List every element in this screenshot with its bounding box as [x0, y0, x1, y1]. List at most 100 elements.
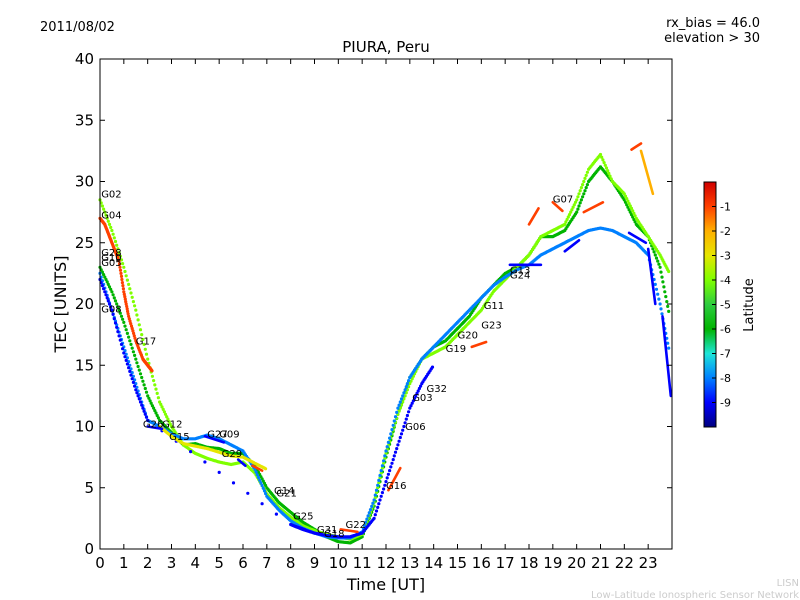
data-point — [106, 219, 110, 223]
data-point — [663, 290, 667, 294]
data-point — [131, 380, 135, 384]
data-point — [419, 384, 423, 388]
data-point — [134, 357, 138, 361]
x-tick-label: 10 — [329, 554, 348, 572]
data-point — [155, 391, 159, 395]
data-point — [666, 341, 670, 345]
satellite-label-g08: G08 — [101, 305, 121, 316]
data-point — [401, 428, 405, 432]
data-point — [121, 262, 125, 266]
data-point — [410, 377, 414, 381]
data-point — [603, 163, 607, 167]
data-point — [136, 394, 140, 398]
data-point — [167, 420, 171, 424]
y-tick-label: 20 — [75, 295, 94, 313]
data-point — [131, 329, 135, 333]
data-point — [144, 415, 149, 419]
data-point — [103, 275, 107, 279]
data-point — [404, 391, 408, 395]
data-point — [389, 465, 393, 469]
data-point — [153, 409, 157, 413]
data-point — [389, 432, 393, 436]
data-point — [125, 278, 129, 282]
data-point — [628, 204, 632, 208]
data-point — [657, 297, 661, 301]
data-point — [144, 390, 149, 394]
x-tick-label: 4 — [191, 554, 201, 572]
data-point — [217, 470, 221, 474]
data-point — [140, 333, 144, 337]
data-point — [124, 274, 128, 278]
x-tick-label: 16 — [472, 554, 491, 572]
data-point — [150, 404, 154, 408]
data-point — [652, 250, 656, 254]
data-point — [262, 489, 267, 493]
data-point — [255, 473, 259, 477]
latitude-colorbar: -1 -2 -3 -4 -5 -6 -7 -8 -9 Latitude — [703, 181, 757, 428]
data-point — [260, 483, 264, 488]
data-point — [122, 290, 126, 294]
data-point — [118, 338, 122, 342]
x-tick-label: 6 — [238, 554, 248, 572]
data-point — [628, 210, 632, 214]
data-point — [109, 305, 113, 309]
data-point — [570, 208, 574, 212]
data-point — [564, 220, 568, 224]
x-tick-label: 18 — [519, 554, 538, 572]
x-tick-label: 23 — [639, 554, 658, 572]
data-point — [119, 258, 124, 262]
data-point — [667, 309, 671, 313]
data-point — [378, 473, 382, 478]
data-point — [398, 435, 402, 440]
data-point — [402, 424, 406, 429]
data-point — [380, 491, 384, 495]
data-point — [585, 170, 590, 174]
colorbar-tick-label: -2 — [720, 225, 731, 238]
data-point — [120, 277, 124, 282]
data-point — [134, 388, 138, 392]
data-point — [119, 342, 124, 346]
data-point — [135, 391, 139, 395]
data-point — [111, 312, 115, 316]
data-point — [627, 202, 631, 206]
satellite-label-g32: G32 — [427, 384, 447, 395]
data-point — [598, 152, 603, 157]
data-point — [143, 347, 147, 351]
data-point — [154, 411, 158, 415]
data-point — [162, 410, 166, 414]
data-point — [146, 418, 150, 422]
data-point — [246, 491, 250, 495]
data-point — [407, 379, 411, 383]
data-point — [377, 481, 381, 485]
data-point — [601, 158, 605, 162]
data-point — [583, 176, 587, 180]
data-point — [133, 304, 137, 308]
data-point — [565, 217, 569, 222]
arc-segment — [582, 201, 605, 214]
arc-segment — [470, 340, 488, 349]
data-point — [125, 304, 129, 308]
data-point — [143, 412, 147, 416]
satellite-label-g28: G28 — [101, 248, 121, 259]
arc-segment — [251, 464, 264, 472]
data-point — [152, 406, 156, 410]
data-point — [388, 469, 392, 473]
x-tick-label: 21 — [591, 554, 610, 572]
elevation-label: elevation > 30 — [664, 31, 760, 46]
data-point — [577, 192, 581, 196]
data-point — [258, 478, 262, 482]
data-point — [125, 362, 129, 366]
data-point — [152, 379, 156, 383]
x-tick-label: 19 — [543, 554, 562, 572]
data-point — [667, 346, 671, 350]
data-point — [374, 491, 379, 495]
colorbar-tick-label: -8 — [720, 372, 731, 385]
data-point — [623, 194, 628, 198]
data-point — [666, 304, 670, 308]
data-point — [660, 275, 664, 279]
data-point — [109, 225, 113, 229]
data-point — [129, 324, 134, 328]
data-point — [112, 317, 116, 321]
data-point — [374, 509, 379, 513]
data-point — [577, 204, 581, 208]
